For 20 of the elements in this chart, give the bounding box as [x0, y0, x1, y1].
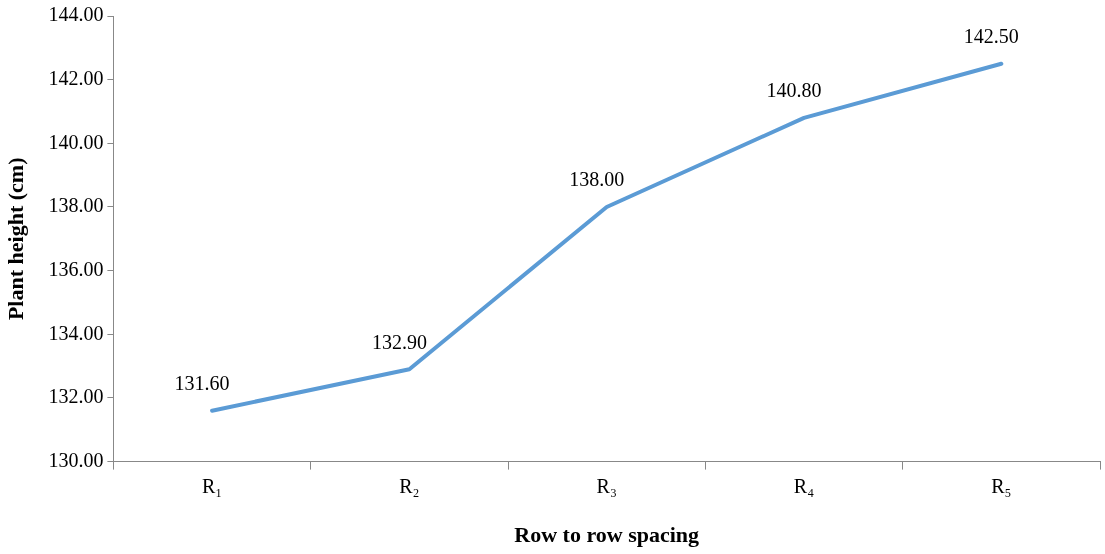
x-tick-label: R₂: [399, 474, 420, 497]
data-label: 132.90: [371, 330, 427, 353]
data-label: 142.50: [963, 24, 1019, 47]
y-tick-label: 142.00: [48, 66, 104, 89]
x-tick-label: R₅: [991, 474, 1012, 497]
y-tick-label: 134.00: [48, 321, 104, 344]
data-label: 140.80: [766, 79, 822, 102]
data-label: 131.60: [174, 371, 230, 394]
x-tick-label: R₃: [596, 474, 617, 497]
y-axis-title: Plant height (cm): [2, 157, 28, 321]
x-tick-label: R₄: [793, 474, 815, 497]
y-tick-label: 138.00: [48, 194, 104, 217]
y-tick-label: 132.00: [48, 385, 104, 408]
x-tick-label: R₁: [201, 474, 223, 497]
y-tick-label: 144.00: [48, 3, 104, 26]
x-axis-title: Row to row spacing: [514, 522, 700, 548]
y-tick-label: 130.00: [48, 448, 104, 471]
y-tick-label: 140.00: [48, 130, 104, 153]
y-tick-label: 136.00: [48, 257, 104, 280]
data-label: 138.00: [569, 168, 625, 191]
